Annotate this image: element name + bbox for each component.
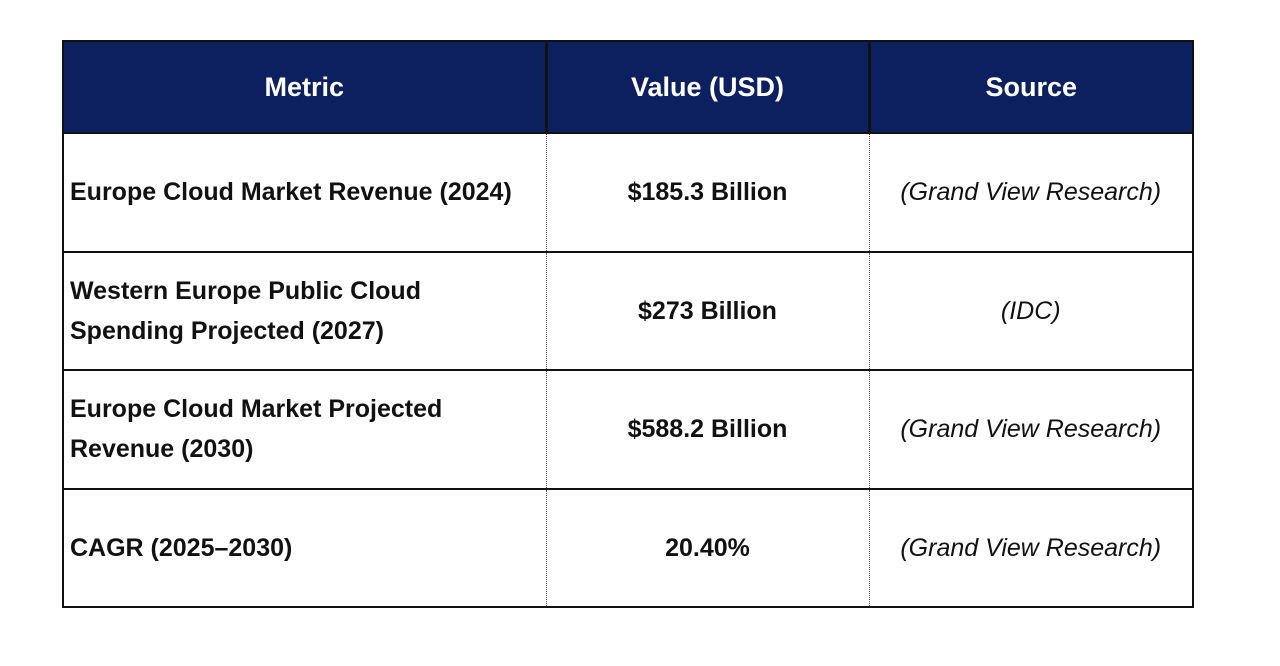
source-cell: (Grand View Research) xyxy=(868,369,1194,490)
cloud-market-table: Metric Value (USD) Source Europe Cloud M… xyxy=(62,40,1194,608)
metric-cell: Western Europe Public Cloud Spending Pro… xyxy=(62,250,547,371)
value-cell: $185.3 Billion xyxy=(545,132,870,253)
metric-cell: CAGR (2025–2030) xyxy=(62,487,547,608)
value-cell: $588.2 Billion xyxy=(545,369,870,490)
metric-cell: Europe Cloud Market Projected Revenue (2… xyxy=(62,369,547,490)
table-row: Western Europe Public Cloud Spending Pro… xyxy=(62,250,1194,371)
value-cell: 20.40% xyxy=(545,487,870,608)
header-source: Source xyxy=(867,40,1194,134)
data-table-container: Metric Value (USD) Source Europe Cloud M… xyxy=(62,40,1194,608)
table-row: Europe Cloud Market Projected Revenue (2… xyxy=(62,369,1194,490)
table-row: Europe Cloud Market Revenue (2024) $185.… xyxy=(62,132,1194,253)
table-row: CAGR (2025–2030) 20.40% (Grand View Rese… xyxy=(62,487,1194,608)
source-cell: (Grand View Research) xyxy=(868,487,1194,608)
source-cell: (IDC) xyxy=(868,250,1194,371)
header-metric: Metric xyxy=(62,40,547,134)
table-header-row: Metric Value (USD) Source xyxy=(62,40,1194,134)
source-cell: (Grand View Research) xyxy=(868,132,1194,253)
metric-cell: Europe Cloud Market Revenue (2024) xyxy=(62,132,547,253)
value-cell: $273 Billion xyxy=(545,250,870,371)
header-value: Value (USD) xyxy=(544,40,870,134)
